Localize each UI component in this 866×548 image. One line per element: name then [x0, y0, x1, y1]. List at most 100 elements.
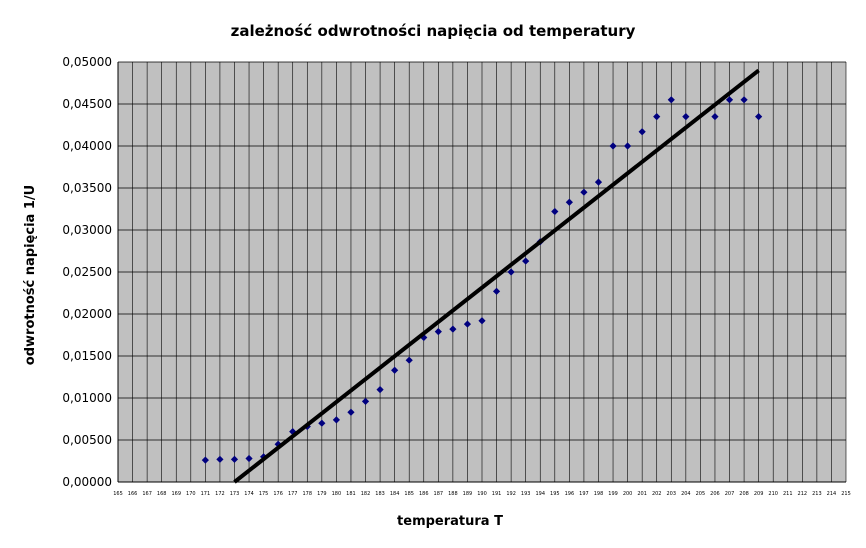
trendline-group	[233, 68, 760, 484]
x-tick-label: 171	[201, 491, 211, 497]
data-point	[740, 96, 748, 104]
x-tick-label: 212	[798, 491, 808, 497]
x-tick-label: 188	[448, 491, 458, 497]
y-tick-label: 0,02000	[62, 307, 112, 321]
x-tick-label: 207	[725, 491, 735, 497]
x-tick-label: 196	[565, 491, 575, 497]
x-tick-label: 170	[186, 491, 196, 497]
y-axis-ticks: 0,00000 0,00500 0,01000 0,01500 0,02000 0,025…	[62, 55, 112, 489]
x-tick-label: 179	[317, 491, 327, 497]
x-tick-label: 187	[434, 491, 444, 497]
x-tick-label: 191	[492, 491, 502, 497]
x-tick-label: 195	[550, 491, 560, 497]
data-point	[478, 317, 486, 325]
gridlines	[117, 61, 847, 483]
y-tick-label: 0,00500	[62, 433, 112, 447]
x-tick-label: 215	[841, 491, 851, 497]
data-point	[318, 419, 326, 427]
x-tick-label: 180	[332, 491, 342, 497]
data-point	[653, 113, 661, 121]
x-tick-label: 172	[215, 491, 225, 497]
x-tick-label: 200	[623, 491, 633, 497]
x-tick-label: 165	[113, 491, 123, 497]
data-point	[711, 113, 719, 121]
x-tick-label: 182	[361, 491, 371, 497]
x-tick-label: 184	[390, 491, 400, 497]
x-tick-label: 194	[535, 491, 545, 497]
y-tick-label: 0,05000	[62, 55, 112, 69]
x-tick-label: 174	[244, 491, 254, 497]
x-tick-label: 202	[652, 491, 662, 497]
x-tick-label: 214	[827, 491, 837, 497]
data-point	[245, 454, 253, 463]
x-tick-label: 209	[754, 491, 764, 497]
data-point	[667, 96, 675, 104]
x-tick-label: 166	[128, 491, 138, 497]
x-tick-label: 185	[404, 491, 414, 497]
x-tick-label: 186	[419, 491, 429, 497]
x-tick-label: 204	[681, 491, 691, 497]
y-axis-title: odwrotność napięcia 1/U	[23, 185, 38, 365]
x-tick-label: 211	[783, 491, 793, 497]
x-tick-label: 167	[142, 491, 152, 497]
data-point	[376, 386, 384, 394]
data-point	[507, 268, 515, 276]
data-point	[522, 257, 530, 265]
x-axis-title: temperatura T	[397, 514, 503, 529]
x-tick-label: 193	[521, 491, 531, 497]
data-point	[230, 455, 239, 463]
x-tick-label: 203	[667, 491, 677, 497]
data-point	[274, 440, 282, 448]
data-points	[201, 96, 763, 464]
data-point	[638, 128, 646, 136]
x-tick-label: 189	[463, 491, 473, 497]
x-tick-label: 201	[637, 491, 647, 497]
y-tick-label: 0,04000	[62, 139, 112, 153]
x-tick-label: 192	[506, 491, 516, 497]
x-axis-ticks: 165 166 167 168 169 170 171 172 173 174 175 176 177 1…	[113, 491, 851, 497]
data-point	[609, 142, 617, 150]
y-tick-label: 0,04500	[62, 97, 112, 111]
axes	[117, 62, 846, 483]
data-point	[434, 328, 442, 336]
x-tick-label: 169	[171, 491, 181, 497]
data-point	[594, 178, 603, 186]
data-point	[201, 456, 209, 464]
y-tick-label: 0,03000	[62, 223, 112, 237]
y-tick-label: 0,01500	[62, 349, 112, 363]
x-tick-label: 175	[259, 491, 269, 497]
x-tick-label: 190	[477, 491, 487, 497]
trendline	[233, 68, 760, 484]
data-point	[391, 366, 399, 374]
data-point	[420, 333, 428, 342]
x-tick-label: 210	[768, 491, 778, 497]
data-point	[755, 113, 763, 121]
data-point	[682, 113, 690, 121]
data-point	[624, 142, 632, 150]
y-tick-label: 0,00000	[62, 475, 112, 489]
data-point	[725, 96, 734, 104]
x-tick-label: 178	[303, 491, 313, 497]
x-tick-label: 176	[273, 491, 283, 497]
data-point	[492, 287, 501, 295]
x-tick-label: 199	[608, 491, 618, 497]
data-point	[216, 455, 224, 463]
data-point	[565, 198, 573, 206]
data-point	[347, 408, 355, 416]
x-tick-label: 181	[346, 491, 356, 497]
x-tick-label: 173	[230, 491, 240, 497]
y-tick-label: 0,03500	[62, 181, 112, 195]
data-point	[463, 320, 472, 328]
x-tick-label: 205	[696, 491, 706, 497]
x-tick-label: 208	[739, 491, 749, 497]
chart-title: zależność odwrotności napięcia od temper…	[231, 22, 636, 40]
x-tick-label: 197	[579, 491, 589, 497]
y-tick-label: 0,02500	[62, 265, 112, 279]
y-tick-label: 0,01000	[62, 391, 112, 405]
x-tick-label: 183	[375, 491, 385, 497]
data-point	[551, 207, 559, 216]
data-point	[289, 428, 297, 436]
x-tick-label: 213	[812, 491, 822, 497]
data-point	[405, 356, 413, 364]
